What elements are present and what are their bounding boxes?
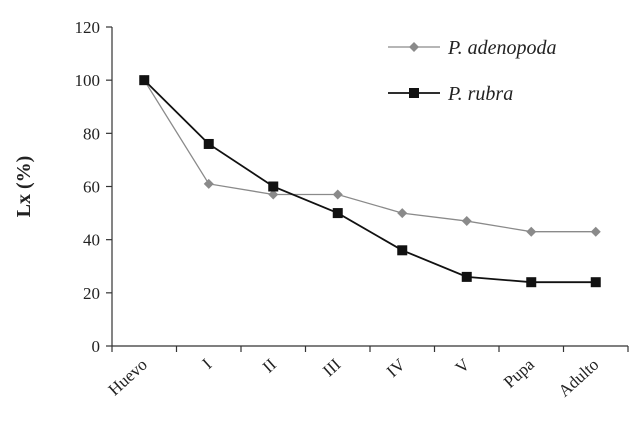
x-tick-label: Huevo — [105, 355, 151, 399]
data-point — [461, 271, 472, 282]
axes — [111, 27, 628, 347]
data-point — [461, 216, 472, 227]
y-tick-label: 20 — [83, 284, 100, 303]
legend: P. adenopoda P. rubra — [388, 37, 557, 105]
series-layer — [139, 75, 601, 288]
data-point — [203, 138, 214, 149]
series-1 — [139, 75, 601, 237]
y-tick-label: 80 — [83, 124, 100, 143]
x-tick-label: V — [452, 354, 474, 377]
data-point — [526, 226, 537, 237]
legend-item: P. rubra — [388, 83, 513, 105]
data-point — [268, 189, 279, 200]
series-line — [143, 79, 596, 233]
x-tick-label: Adulto — [555, 355, 603, 401]
series-2 — [139, 75, 601, 288]
data-point — [203, 178, 214, 189]
data-point — [397, 245, 408, 256]
data-point — [332, 208, 343, 219]
data-point — [590, 277, 601, 288]
legend-label: P. rubra — [447, 83, 513, 105]
legend-marker — [409, 88, 419, 98]
legend-label: P. adenopoda — [447, 37, 557, 59]
y-tick-label: 0 — [92, 337, 101, 356]
data-point — [397, 208, 408, 219]
data-point — [526, 277, 537, 288]
x-tick-label: I — [198, 355, 215, 373]
data-point — [268, 181, 279, 192]
y-axis-label: Lx (%) — [13, 156, 35, 218]
y-tick-label: 60 — [83, 178, 100, 197]
data-point — [139, 75, 150, 86]
y-ticks: 0 20 40 60 80 100 120 — [75, 18, 112, 356]
x-tick-label: Pupa — [500, 355, 538, 392]
x-tick-label: III — [319, 355, 345, 381]
legend-marker — [409, 42, 419, 52]
legend-item: P. adenopoda — [388, 37, 557, 59]
y-tick-label: 100 — [75, 71, 101, 90]
y-tick-label: 40 — [83, 231, 100, 250]
x-tick-label: II — [259, 355, 280, 377]
data-point — [332, 189, 343, 200]
x-tick-label: IV — [383, 354, 410, 381]
series-line — [143, 79, 596, 284]
x-ticks: Huevo I II III IV V Pupa Adulto — [105, 346, 629, 401]
y-tick-label: 120 — [75, 18, 101, 37]
data-point — [590, 226, 601, 237]
